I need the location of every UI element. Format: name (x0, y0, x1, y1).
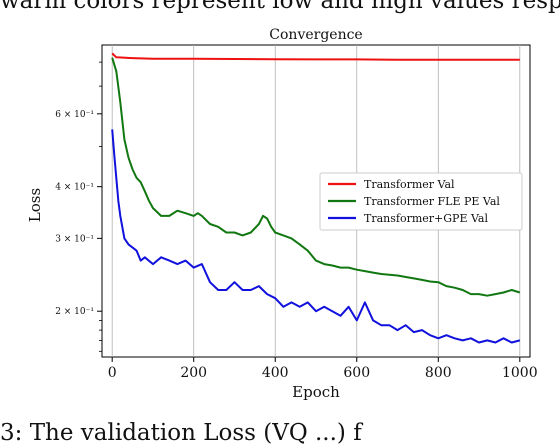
x-tick-label: 200 (180, 365, 207, 381)
chart-title: Convergence (269, 27, 362, 43)
legend-label-2: Transformer FLE PE Val (364, 195, 500, 208)
x-tick-label: 600 (343, 365, 370, 381)
caption-top: warm colors represent low and high value… (0, 0, 560, 14)
x-tick-label: 0 (108, 365, 117, 381)
series-line-3 (111, 129, 521, 344)
legend: Transformer Val Transformer FLE PE Val Tra… (319, 172, 523, 231)
caption-bottom: 3: The validation Loss (VQ ...) f (0, 420, 362, 446)
axes: 0 200 400 600 800 1000 2 × 10⁻¹ 3 × 10⁻¹ 4 × 10⁻… (55, 61, 538, 381)
x-tick-label: 800 (425, 365, 452, 381)
y-tick-label: 3 × 10⁻¹ (55, 234, 94, 244)
x-axis-label: Epoch (292, 383, 340, 401)
series-line-1 (111, 52, 520, 61)
series-layer (111, 52, 521, 344)
y-tick-label: 4 × 10⁻¹ (55, 183, 94, 193)
y-axis-label: Loss (26, 188, 44, 222)
y-tick-label: 2 × 10⁻¹ (55, 307, 94, 317)
legend-label-1: Transformer Val (364, 178, 455, 191)
legend-label-3: Transformer+GPE Val (364, 212, 488, 225)
x-tick-label: 400 (262, 365, 289, 381)
convergence-chart: 0 200 400 600 800 1000 2 × 10⁻¹ 3 × 10⁻¹ 4 × 10⁻… (26, 27, 538, 401)
y-tick-label: 6 × 10⁻¹ (55, 110, 94, 120)
x-tick-label: 1000 (502, 365, 538, 381)
legend-box (319, 172, 523, 231)
series-line-2 (111, 57, 521, 297)
